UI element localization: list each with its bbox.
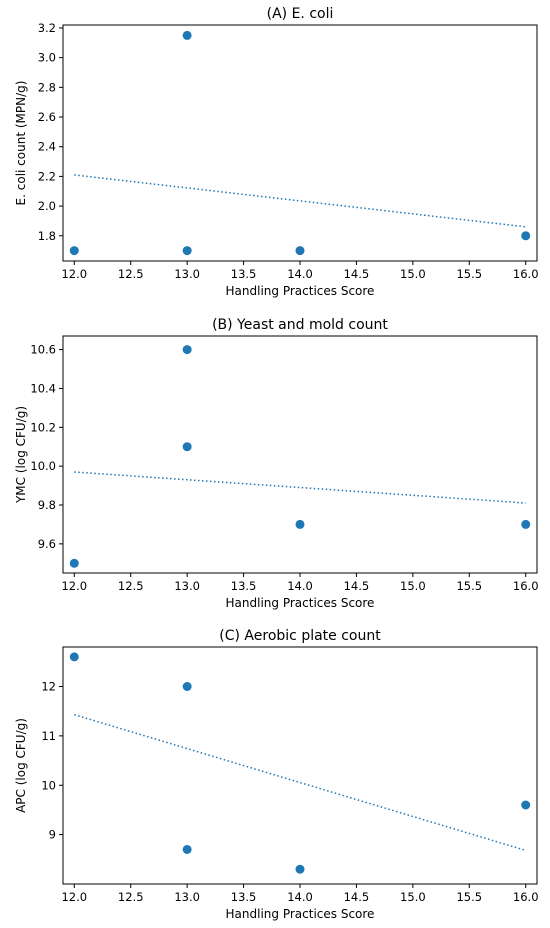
y-tick-label: 11 [41,729,56,743]
axes-frame [62,335,538,574]
x-tick-label: 12.5 [118,267,144,281]
chart-title: (A) E. coli [267,6,334,22]
axes-frame [62,646,538,885]
data-point [521,800,531,810]
data-point [182,682,192,691]
chart-panel-2: (B) Yeast and mold count 12.0 12.5 13.0 13.5… [14,317,539,610]
data-point [521,519,531,529]
data-point [182,345,192,355]
trend-line [74,471,526,504]
x-tick-label: 13.5 [231,890,257,904]
x-tick-label: 12.5 [118,579,144,593]
x-tick-label: 13.0 [174,267,200,281]
y-axis-label: YMC (log CFU/g) [14,406,28,504]
x-axis-label: Handling Practices Score [226,907,375,921]
y-tick-label: 10.2 [30,420,56,434]
x-tick-label: 16.0 [513,890,539,904]
x-tick-label: 14.0 [287,579,313,593]
x-tick-label: 14.5 [344,890,370,904]
trend-line [74,174,526,228]
chart-panel-3: (C) Aerobic plate count 12.0 12.5 13.0 13.5 1… [14,628,539,921]
data-point [69,652,79,662]
x-tick-label: 15.5 [456,579,482,593]
x-tick-label: 14.0 [287,267,313,281]
x-tick-label: 13.0 [174,579,200,593]
axes-frame [62,24,538,262]
x-tick-label: 12.5 [118,890,144,904]
data-point [295,246,305,256]
y-tick-label: 3.0 [38,51,56,65]
x-tick-label: 15.0 [400,579,426,593]
y-tick-label: 3.2 [38,21,56,35]
y-tick-label: 9 [49,828,56,842]
y-axis-label: APC (log CFU/g) [14,718,28,813]
x-tick-label: 13.0 [174,890,200,904]
x-tick-label: 13.5 [231,579,257,593]
x-tick-label: 12.0 [61,890,87,904]
y-tick-label: 10 [41,778,56,792]
x-tick-label: 13.5 [231,267,257,281]
y-tick-label: 12 [41,680,56,694]
y-tick-label: 2.6 [38,110,56,124]
x-tick-label: 14.5 [344,267,370,281]
x-tick-label: 16.0 [513,579,539,593]
y-tick-label: 10.4 [30,381,56,395]
y-axis-label: E. coli count (MPN/g) [14,81,28,206]
x-tick-label: 12.0 [61,579,87,593]
x-tick-label: 15.0 [400,267,426,281]
y-tick-label: 9.6 [38,537,56,551]
y-tick-label: 10.6 [30,343,56,357]
chart-title: (C) Aerobic plate count [219,628,381,644]
x-tick-label: 15.0 [400,890,426,904]
x-tick-label: 12.0 [61,267,87,281]
y-tick-label: 9.8 [38,498,56,512]
chart-panel-1: (A) E. coli 12.0 12.5 13.0 13.5 14.0 14.5 15.0 1… [14,6,539,298]
data-point [182,30,192,40]
data-point [182,442,192,452]
data-point [295,864,305,874]
data-point [521,231,531,241]
data-point [69,246,79,256]
x-tick-label: 16.0 [513,267,539,281]
x-tick-label: 15.5 [456,267,482,281]
chart-title: (B) Yeast and mold count [212,317,388,333]
y-tick-label: 1.8 [38,229,56,243]
y-tick-label: 2.2 [38,169,56,183]
data-point [69,558,79,568]
data-point [182,246,192,256]
data-point [295,519,305,529]
x-axis-label: Handling Practices Score [226,596,375,610]
x-tick-label: 15.5 [456,890,482,904]
y-tick-label: 2.4 [38,140,56,154]
y-tick-label: 10.0 [30,459,56,473]
trend-line [74,713,526,852]
y-tick-label: 2.8 [38,80,56,94]
data-point [182,844,192,854]
x-axis-label: Handling Practices Score [226,284,375,298]
x-tick-label: 14.0 [287,890,313,904]
y-tick-label: 2.0 [38,199,56,213]
x-tick-label: 14.5 [344,579,370,593]
